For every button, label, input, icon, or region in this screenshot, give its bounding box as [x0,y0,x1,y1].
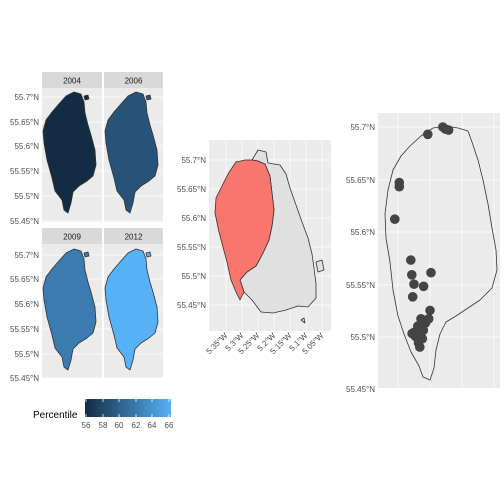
facet-ytick-top-4: 55.5°N [14,192,39,201]
facet-2009: 2009 [42,228,102,379]
map2-ytick-1: 55.65°N [177,185,206,194]
colorbar [85,399,171,417]
map3-panel [378,113,500,388]
region-highlighted [214,159,275,301]
map2-ytick-0: 55.7°N [181,156,206,165]
map3-ytick-5: 55.45°N [346,385,375,394]
scatter-point-10 [407,292,418,302]
region-outline [384,125,498,381]
region-highlight-map: 55.7°N 55.65°N 55.6°N 55.55°N 55.5°N 55.… [177,140,331,356]
scatter-point-21 [418,325,429,336]
facet-ytick-bottom-3: 55.55°N [10,325,39,334]
facet-strip-2006 [104,72,163,88]
region-shape-2009 [42,248,97,371]
colorbar-tick-62: 62 [132,421,141,430]
facet-label-2006: 2006 [125,77,143,86]
facet-ytick-bottom-1: 55.65°N [10,275,39,284]
colorbar-tick-60: 60 [115,421,124,430]
map2-y-axis: 55.7°N 55.65°N 55.6°N 55.55°N 55.5°N 55.… [177,156,206,310]
facet-ytick-bottom-0: 55.7°N [14,251,39,260]
scatter-point-24 [407,328,417,339]
facet-y-axis-bottom: 55.7°N 55.65°N 55.6°N 55.55°N 55.5°N 55.… [10,251,39,383]
point-map: 55.7°N 55.65°N 55.6°N 55.55°N 55.5°N 55.… [346,113,500,394]
facet-ytick-bottom-5: 55.45°N [10,374,39,383]
scatter-point-3 [423,129,433,140]
scatter-point-25 [415,342,425,352]
scatter-point-23 [417,333,428,344]
region-islet-2012 [145,251,152,258]
map3-ytick-4: 55.5°N [350,333,375,342]
facet-ytick-bottom-4: 55.5°N [14,350,39,359]
region-other-islet [315,259,325,273]
map2-ytick-5: 55.45°N [177,301,206,310]
facet-ytick-top-1: 55.65°N [10,118,39,127]
legend-title: Percentile [33,410,78,421]
facet-y-axis-top: 55.7°N 55.65°N 55.6°N 55.55°N 55.5°N 55.… [10,93,39,226]
region-islet-2009 [83,251,90,258]
facet-ytick-bottom-2: 55.6°N [14,300,39,309]
scatter-point-16 [423,314,434,324]
scatter-point-8 [407,270,417,280]
region-islet-2006 [145,94,152,101]
facet-strip-2012 [104,228,163,244]
scatter-point-11 [418,281,429,292]
facet-ytick-top-2: 55.6°N [14,142,39,151]
map3-ytick-3: 55.55°N [346,281,375,290]
scatter-point-0 [390,214,400,224]
region-shape-2004 [42,91,97,214]
map3-ytick-0: 55.7°N [350,123,375,132]
region-islet-2004 [83,94,90,101]
colorbar-tick-66: 66 [165,421,174,430]
facet-2004: 2004 [42,72,102,222]
facet-chart: 2004 2006 [10,72,174,430]
colorbar-tick-64: 64 [148,421,157,430]
colorbar-tick-marks [85,399,170,417]
facet-label-2009: 2009 [63,233,81,242]
scatter-point-7 [406,255,416,265]
map2-ytick-3: 55.55°N [177,243,206,252]
scatter-points [390,122,454,352]
facet-strip-2009 [42,228,102,244]
facet-strip-2004 [42,72,102,88]
map3-y-axis: 55.7°N 55.65°N 55.6°N 55.55°N 55.5°N 55.… [346,123,375,394]
map2-x-axis: 5.35°W 5.3°W 5.25°W 5.2°W 5.15°W 5.1°W 5… [204,331,325,356]
map3-ytick-1: 55.65°N [346,176,375,185]
scatter-point-13 [425,305,435,316]
scatter-point-9 [409,279,419,290]
map2-ytick-4: 55.5°N [181,272,206,281]
facet-ytick-top-3: 55.55°N [10,167,39,176]
region-shape-2012 [104,248,159,371]
colorbar-tick-58: 58 [99,421,108,430]
map2-ytick-2: 55.6°N [181,214,206,223]
map3-ytick-2: 55.6°N [350,228,375,237]
colorbar-legend: Percentile 56 58 60 62 64 66 [33,399,174,430]
facet-2012: 2012 [104,228,163,379]
colorbar-tick-56: 56 [82,421,91,430]
scatter-point-12 [426,267,436,278]
region-other-rock [300,317,306,324]
region-shape-2006 [104,91,159,214]
facet-label-2004: 2004 [63,77,81,86]
scatter-point-2 [394,177,405,188]
facet-2006: 2006 [104,72,163,222]
facet-ytick-top-0: 55.7°N [14,93,39,102]
facet-label-2012: 2012 [125,233,143,242]
scatter-point-6 [443,125,454,135]
facet-ytick-top-5: 55.45°N [10,217,39,226]
